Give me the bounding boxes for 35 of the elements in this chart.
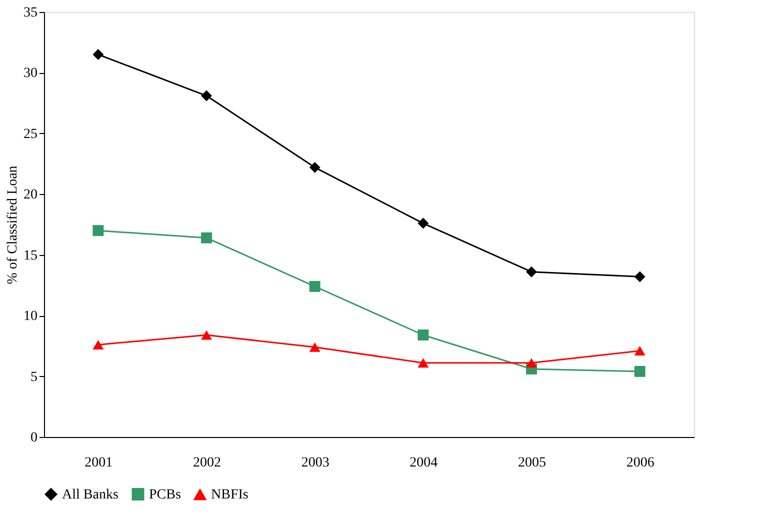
y-tick-label: 20 xyxy=(24,188,38,203)
legend-label: NBFIs xyxy=(211,488,248,503)
point xyxy=(418,358,429,368)
y-tick-label: 5 xyxy=(30,370,38,385)
x-tick-label: 2002 xyxy=(193,456,221,470)
x-tick-label: 2005 xyxy=(518,456,546,470)
y-axis-title: % of Classified Loan xyxy=(6,166,20,284)
y-tick-label: 15 xyxy=(24,248,38,264)
point xyxy=(418,218,429,229)
x-tick-label: 2006 xyxy=(626,456,654,470)
point xyxy=(418,330,429,340)
y-tick-label: 30 xyxy=(24,66,38,82)
y-tick-label: 35 xyxy=(24,6,38,20)
y-tick-label: 0 xyxy=(30,430,38,446)
x-tick-label: 2004 xyxy=(410,456,438,470)
point xyxy=(309,342,320,352)
point xyxy=(92,225,104,236)
legend-label: PCBs xyxy=(149,487,181,502)
point xyxy=(201,330,212,340)
point xyxy=(92,49,104,60)
y-tick-label: 25 xyxy=(24,126,38,142)
legend-label: All Banks xyxy=(62,487,118,502)
point xyxy=(309,162,320,173)
point xyxy=(526,266,537,278)
x-tick-label: 2001 xyxy=(84,456,113,470)
point xyxy=(309,280,320,292)
point xyxy=(634,271,646,282)
x-tick-label: 2003 xyxy=(301,456,330,470)
point xyxy=(201,232,212,244)
y-tick-label: 10 xyxy=(24,309,38,324)
point xyxy=(634,366,646,377)
point xyxy=(634,346,646,356)
point xyxy=(526,358,537,368)
point xyxy=(201,90,212,102)
point xyxy=(92,340,104,350)
